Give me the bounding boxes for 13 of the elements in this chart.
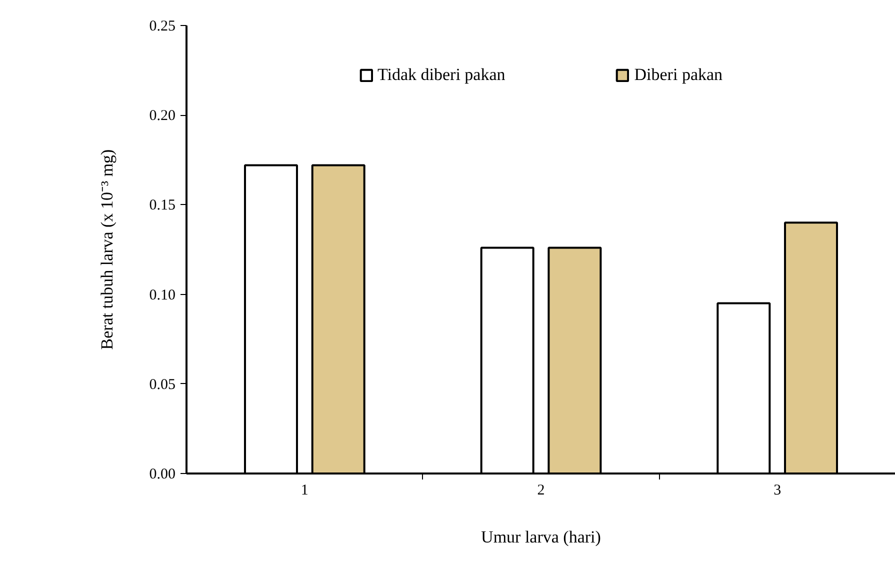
y-tick-label: 0.10 xyxy=(149,287,176,304)
x-tick-label: 1 xyxy=(300,482,308,498)
x-tick-label: 2 xyxy=(537,482,545,498)
x-axis-title: Umur larva (hari) xyxy=(481,528,601,546)
y-tick-label: 0.15 xyxy=(149,198,176,214)
y-tick-label: 0.05 xyxy=(149,376,176,393)
legend-label: Tidak diberi pakan xyxy=(377,65,506,85)
y-tick-label: 0.00 xyxy=(149,466,176,482)
x-tick-label: 3 xyxy=(774,482,782,498)
y-axis-title: Berat tubuh larva (x 10⁻³ mg) xyxy=(97,149,116,350)
y-tick-label: 0.25 xyxy=(149,18,176,34)
legend-label: Diberi pakan xyxy=(634,65,723,85)
y-tick-label: 0.20 xyxy=(149,108,176,124)
